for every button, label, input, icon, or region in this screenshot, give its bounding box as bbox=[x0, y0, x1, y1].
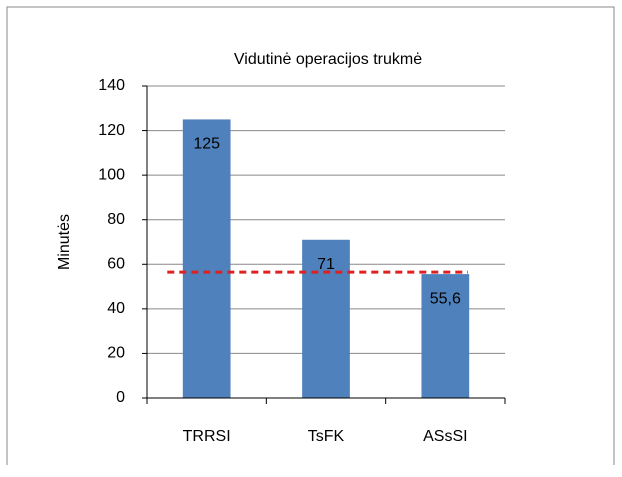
y-tick-label: 120 bbox=[98, 122, 125, 139]
bar bbox=[182, 119, 231, 398]
x-tick-label: TsFK bbox=[308, 428, 345, 445]
x-tick-label: TRRSI bbox=[183, 428, 231, 445]
value-label: 71 bbox=[317, 256, 335, 273]
y-tick-label: 80 bbox=[107, 211, 125, 228]
y-tick-label: 40 bbox=[107, 300, 125, 317]
value-label: 125 bbox=[193, 136, 220, 153]
chart-title: Vidutinė operacijos trukmė bbox=[234, 51, 422, 68]
y-tick-label: 60 bbox=[107, 256, 125, 273]
y-tick-label: 140 bbox=[98, 77, 125, 94]
bar bbox=[421, 274, 470, 398]
y-axis-label: Minutės bbox=[56, 214, 73, 270]
y-tick-label: 0 bbox=[116, 389, 125, 406]
x-tick-label: ASsSI bbox=[423, 428, 467, 445]
chart-frame bbox=[6, 6, 615, 465]
y-tick-label: 100 bbox=[98, 166, 125, 183]
value-label: 55,6 bbox=[430, 290, 461, 307]
bar bbox=[302, 239, 350, 398]
y-tick-label: 20 bbox=[107, 345, 125, 362]
